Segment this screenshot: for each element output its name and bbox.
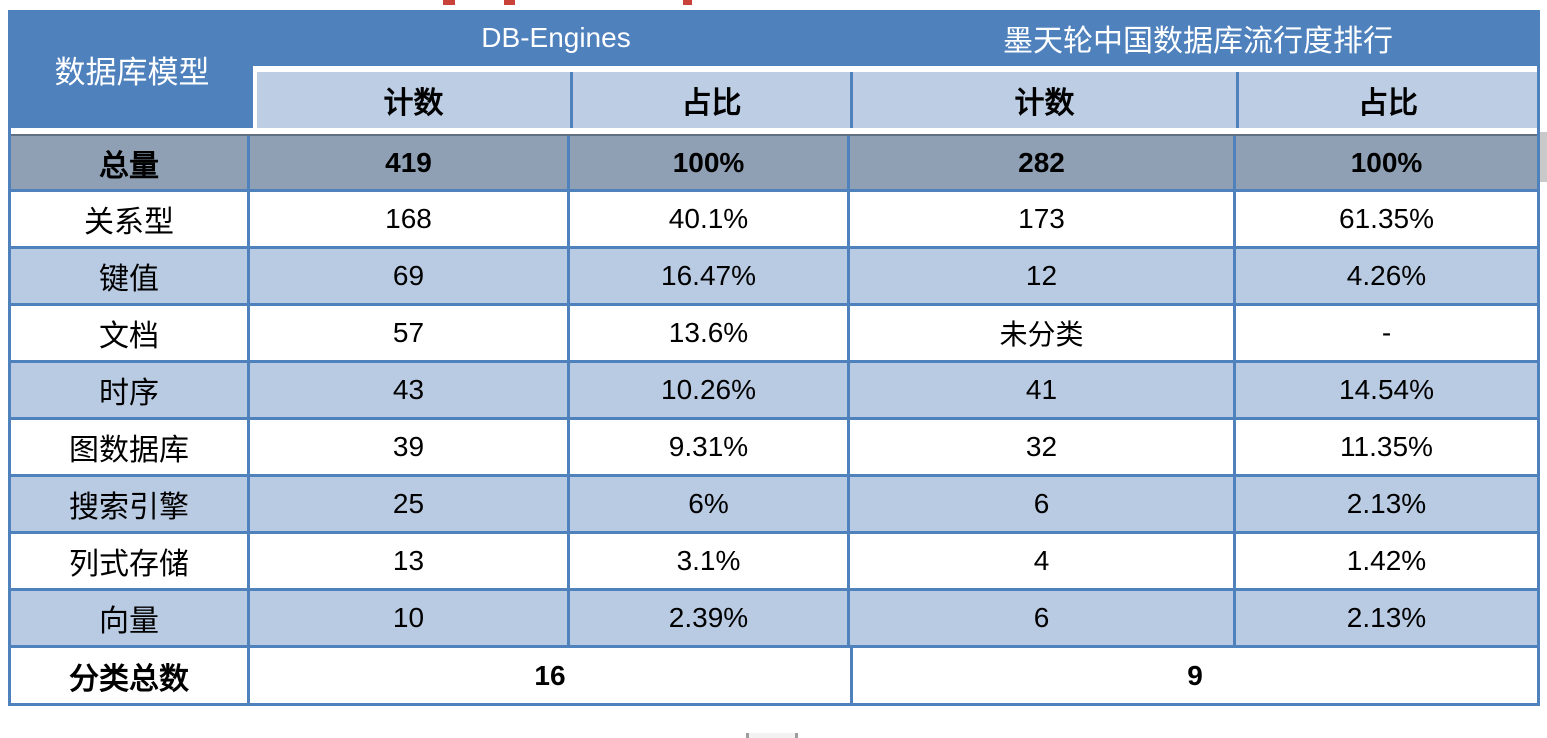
table-row-graph: 图数据库 39 9.31% 32 11.35% — [11, 420, 1537, 477]
table-row-category-totals: 分类总数 16 9 — [11, 648, 1537, 703]
table-cell: 173 — [850, 192, 1236, 246]
table-cell-merged-dbengines-total: 16 — [250, 648, 853, 703]
table-cell: - — [1381, 317, 1392, 348]
table-cell: 未分类 — [850, 306, 1236, 360]
table-cell: 25 — [250, 477, 570, 531]
row-label: 向量 — [11, 591, 250, 645]
row-label: 关系型 — [11, 192, 250, 246]
table-cell: 100% — [570, 136, 850, 189]
table-cell: 10.26% — [570, 363, 850, 417]
table-row-columnar: 列式存储 13 3.1% 4 1.42% — [11, 534, 1537, 591]
header-gap — [253, 66, 1537, 72]
row-label: 图数据库 — [11, 420, 250, 474]
table-cell: 10 — [250, 591, 570, 645]
table-cell: 3.1% — [570, 534, 850, 588]
table-cell: 6% — [570, 477, 850, 531]
table-cell: 6 — [850, 591, 1236, 645]
column-header-modb-count: 计数 — [853, 72, 1239, 128]
table-row-relational: 关系型 168 40.1% 173 61.35% — [11, 192, 1537, 249]
table-cell: 40.1% — [570, 192, 850, 246]
corner-header-cell: 数据库模型 — [11, 10, 253, 128]
row-label: 时序 — [11, 363, 250, 417]
group-header-db-engines: DB-Engines — [481, 22, 631, 53]
table-cell: 41 — [850, 363, 1236, 417]
column-header-modb-share: 占比 — [1239, 72, 1537, 128]
header-body-gap — [11, 128, 1537, 134]
table-cell: 9.31% — [570, 420, 850, 474]
clipped-red-text-artifact — [504, 0, 515, 5]
table-cell: 419 — [250, 136, 570, 189]
table-cell: 4.26% — [1346, 260, 1427, 291]
table-cell: 13 — [250, 534, 570, 588]
clipped-red-text-artifact — [443, 0, 455, 5]
table-cell: 61.35% — [1339, 203, 1434, 234]
table-cell: 13.6% — [570, 306, 850, 360]
table-cell: 1.42% — [1346, 545, 1427, 576]
table-row-search-engine: 搜索引擎 25 6% 6 2.13% — [11, 477, 1537, 534]
column-header-dbengines-share: 占比 — [573, 72, 853, 128]
table-cell-merged-modb-total: 9 — [1187, 659, 1203, 691]
row-label: 搜索引擎 — [11, 477, 250, 531]
table-cell: 282 — [850, 136, 1236, 189]
table-cell: 16.47% — [570, 249, 850, 303]
table-header: 数据库模型 DB-Engines 墨天轮中国数据库流行度排行 计数 占比 计数 … — [11, 10, 1537, 128]
row-label: 文档 — [11, 306, 250, 360]
table-cell: 32 — [850, 420, 1236, 474]
table-cell: 4 — [850, 534, 1236, 588]
column-header-dbengines-count: 计数 — [257, 72, 573, 128]
table-cell: 39 — [250, 420, 570, 474]
table-row-key-value: 键值 69 16.47% 12 4.26% — [11, 249, 1537, 306]
table-cell: 69 — [250, 249, 570, 303]
table-cell: 11.35% — [1340, 431, 1433, 462]
sub-header-row: 计数 占比 计数 占比 — [253, 72, 1537, 128]
table-cell: 2.13% — [1346, 488, 1427, 519]
row-label: 键值 — [11, 249, 250, 303]
row-label: 分类总数 — [11, 648, 250, 703]
table-cell: 2.39% — [570, 591, 850, 645]
group-header-row: DB-Engines 墨天轮中国数据库流行度排行 — [253, 10, 1537, 66]
table-cell: 6 — [850, 477, 1236, 531]
header-gap — [253, 72, 257, 128]
table-cell: 100% — [1350, 146, 1423, 178]
table-row-vector: 向量 10 2.39% 6 2.13% — [11, 591, 1537, 648]
table-cell: 57 — [250, 306, 570, 360]
vertical-scrollbar-fragment[interactable] — [1540, 132, 1547, 182]
group-header-modb-ranking: 墨天轮中国数据库流行度排行 — [1003, 25, 1393, 58]
table-cell: 168 — [250, 192, 570, 246]
database-model-comparison-table: 数据库模型 DB-Engines 墨天轮中国数据库流行度排行 计数 占比 计数 … — [8, 10, 1540, 706]
table-cell: 43 — [250, 363, 570, 417]
horizontal-scrollbar-fragment[interactable] — [746, 733, 798, 738]
clipped-red-text-artifact — [683, 0, 692, 5]
table-cell: 12 — [850, 249, 1236, 303]
table-row-total: 总量 419 100% 282 100% — [11, 134, 1537, 192]
table-cell: 14.54% — [1339, 374, 1434, 405]
table-cell: 2.13% — [1346, 602, 1427, 633]
table-row-document: 文档 57 13.6% 未分类 - — [11, 306, 1537, 363]
row-label: 总量 — [11, 136, 250, 189]
row-label: 列式存储 — [11, 534, 250, 588]
table-row-time-series: 时序 43 10.26% 41 14.54% — [11, 363, 1537, 420]
